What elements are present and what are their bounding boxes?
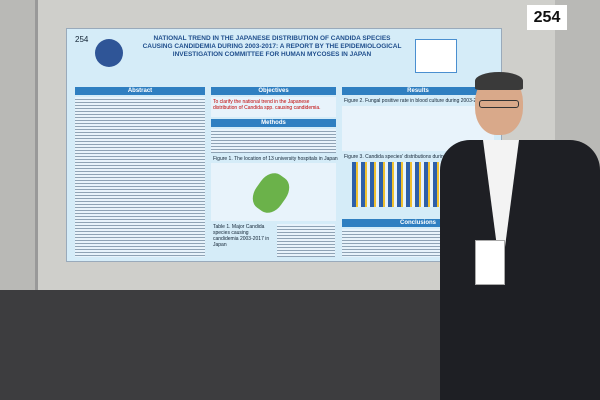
map (247, 168, 295, 218)
table (277, 224, 335, 257)
map-figure (211, 163, 336, 221)
methods-text (211, 129, 336, 153)
glasses (479, 100, 519, 108)
logo (95, 39, 123, 67)
suit (440, 140, 600, 400)
figure-caption: Figure 1. The location of 13 university … (213, 156, 338, 162)
objectives-text: To clarify the national trend in the Jap… (211, 97, 336, 117)
conference-logo (415, 39, 457, 73)
section-heading: Abstract (75, 87, 205, 95)
name-badge (475, 240, 505, 285)
hair (475, 72, 523, 90)
abstract-text (75, 97, 205, 257)
figure-caption: Figure 2. Fungal positive rate in blood … (344, 98, 485, 104)
section-heading: Methods (211, 119, 336, 127)
person (435, 60, 600, 400)
figure-caption: Figure 3. Candida species' distributions… (344, 154, 472, 160)
section-heading: Objectives (211, 87, 336, 95)
section-heading: Conclusions (342, 219, 494, 227)
table-caption: Table 1. Major Candida species causing c… (213, 224, 270, 248)
board-number: 254 (527, 5, 567, 30)
poster-title: NATIONAL TREND IN THE JAPANESE DISTRIBUT… (142, 35, 402, 59)
poster-number: 254 (75, 35, 89, 44)
section-heading: Results (342, 87, 494, 95)
